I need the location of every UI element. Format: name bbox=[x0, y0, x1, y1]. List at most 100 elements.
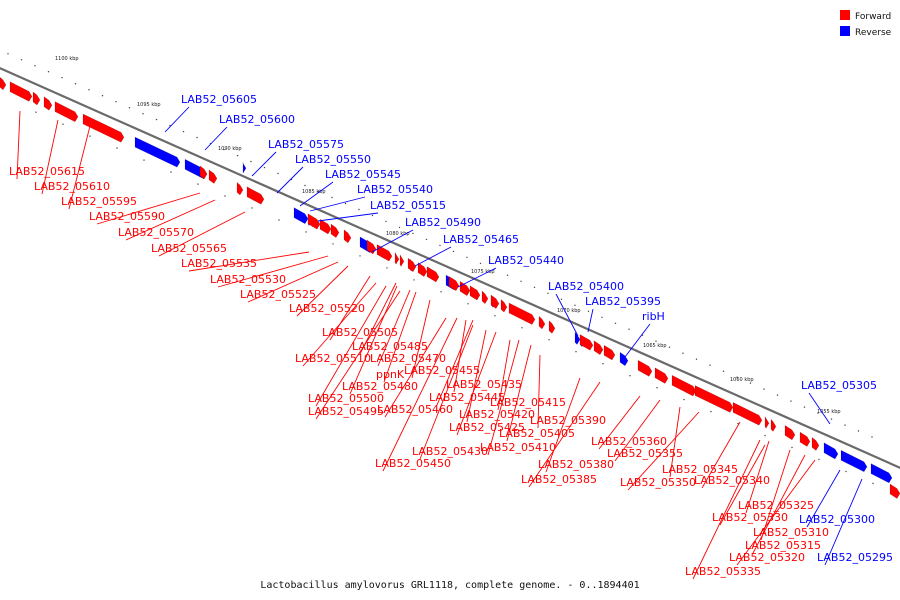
forward-gene-block bbox=[784, 424, 796, 441]
tick-dot bbox=[656, 387, 658, 389]
gene-label: LAB52_05390 bbox=[530, 414, 606, 427]
leader-line bbox=[349, 285, 398, 395]
forward-gene-block bbox=[0, 76, 7, 91]
legend-forward-label: Forward bbox=[855, 12, 891, 22]
tick-dot bbox=[344, 202, 347, 205]
tick-dot bbox=[614, 322, 617, 324]
gene-label: LAB52_05565 bbox=[151, 242, 227, 255]
tick-dot bbox=[629, 375, 631, 377]
tick-dot bbox=[749, 382, 752, 384]
leader-line bbox=[317, 212, 379, 222]
tick-dot bbox=[305, 231, 307, 233]
forward-gene-block bbox=[307, 213, 321, 230]
tick-dot bbox=[7, 53, 9, 55]
leader-line bbox=[457, 267, 497, 288]
tick-dot bbox=[182, 130, 185, 133]
reverse-gene-block bbox=[823, 442, 839, 460]
forward-gene-block bbox=[889, 483, 900, 499]
kbp-tick-label: 1100 kbp bbox=[55, 56, 79, 62]
forward-gene-block bbox=[481, 290, 489, 305]
tick-dot bbox=[506, 274, 509, 276]
leader-line bbox=[276, 166, 304, 194]
legend-forward-swatch bbox=[840, 10, 850, 20]
leader-line bbox=[824, 478, 863, 566]
tick-dot bbox=[358, 208, 360, 211]
leader-line bbox=[627, 411, 700, 491]
gene-label: LAB52_05545 bbox=[325, 168, 401, 181]
leader-line bbox=[624, 323, 651, 358]
leader-line bbox=[68, 125, 91, 210]
kbp-tick-label: 1085 kbp bbox=[302, 189, 326, 195]
gene-label: LAB52_05330 bbox=[712, 511, 788, 524]
gene-label: LAB52_05525 bbox=[240, 288, 316, 301]
gene-label: LAB52_05590 bbox=[89, 210, 165, 223]
gene-label: LAB52_05435 bbox=[446, 378, 522, 391]
tick-dot bbox=[872, 482, 874, 485]
tick-dot bbox=[695, 358, 698, 360]
gene-label: ribH bbox=[642, 310, 665, 323]
leader-line bbox=[545, 377, 581, 473]
tick-dot bbox=[170, 171, 172, 173]
gene-label: LAB52_05345 bbox=[662, 463, 738, 476]
tick-dot bbox=[332, 243, 334, 245]
tick-dot bbox=[655, 340, 657, 342]
leader-line bbox=[614, 399, 661, 462]
tick-dot bbox=[790, 400, 792, 402]
tick-dot bbox=[263, 166, 266, 169]
leader-line bbox=[555, 293, 579, 337]
leader-line bbox=[296, 265, 349, 317]
gene-label: LAB52_05305 bbox=[801, 379, 877, 392]
tick-dot bbox=[223, 148, 225, 151]
tick-dot bbox=[35, 111, 37, 113]
tick-dot bbox=[331, 196, 333, 199]
forward-gene-block bbox=[236, 181, 244, 196]
forward-gene-block bbox=[343, 229, 352, 244]
tick-dot bbox=[668, 346, 671, 348]
tick-dot bbox=[224, 195, 226, 197]
tick-dot bbox=[587, 310, 590, 312]
tick-dot bbox=[803, 406, 806, 408]
gene-label: LAB52_05315 bbox=[745, 539, 821, 552]
tick-dot bbox=[359, 255, 361, 257]
gene-label: LAB52_05515 bbox=[370, 199, 446, 212]
forward-gene-block bbox=[32, 91, 41, 106]
tick-dot bbox=[736, 376, 738, 378]
leader-line bbox=[299, 181, 334, 207]
forward-gene-block bbox=[490, 294, 500, 309]
tick-dot bbox=[47, 71, 50, 73]
gene-label: LAB52_05570 bbox=[118, 226, 194, 239]
leader-line bbox=[247, 261, 339, 303]
tick-dot bbox=[547, 292, 549, 294]
gene-label: LAB52_05500 bbox=[308, 392, 384, 405]
tick-dot bbox=[116, 147, 118, 149]
label-leader-lines bbox=[16, 106, 863, 580]
leader-line bbox=[377, 289, 411, 367]
tick-dot bbox=[709, 364, 711, 366]
leader-line bbox=[309, 196, 366, 212]
forward-gene-block bbox=[764, 415, 770, 429]
minor-tick-dots bbox=[7, 53, 874, 485]
gene-label: LAB52_05520 bbox=[289, 302, 365, 315]
leader-line bbox=[419, 324, 474, 460]
leader-line bbox=[487, 339, 520, 456]
tick-dot bbox=[304, 184, 306, 187]
tick-dot bbox=[722, 370, 725, 372]
gene-label: LAB52_05395 bbox=[585, 295, 661, 308]
gene-label: LAB52_05540 bbox=[357, 183, 433, 196]
tick-dot bbox=[439, 244, 441, 247]
leader-line bbox=[302, 282, 377, 367]
gene-label: LAB52_05320 bbox=[729, 551, 805, 564]
gene-label: LAB52_05335 bbox=[685, 565, 761, 578]
leader-line bbox=[701, 421, 741, 489]
leader-line bbox=[383, 291, 417, 383]
gene-label: LAB52_05530 bbox=[210, 273, 286, 286]
gene-label: LAB52_05550 bbox=[295, 153, 371, 166]
kbp-tick-label: 1075 kbp bbox=[471, 269, 495, 275]
gene-label: LAB52_05425 bbox=[449, 421, 525, 434]
leader-line bbox=[251, 151, 277, 177]
leader-line bbox=[371, 229, 414, 253]
tick-dot bbox=[89, 135, 91, 137]
tick-dot bbox=[602, 363, 604, 365]
gene-label: LAB52_05575 bbox=[268, 138, 344, 151]
